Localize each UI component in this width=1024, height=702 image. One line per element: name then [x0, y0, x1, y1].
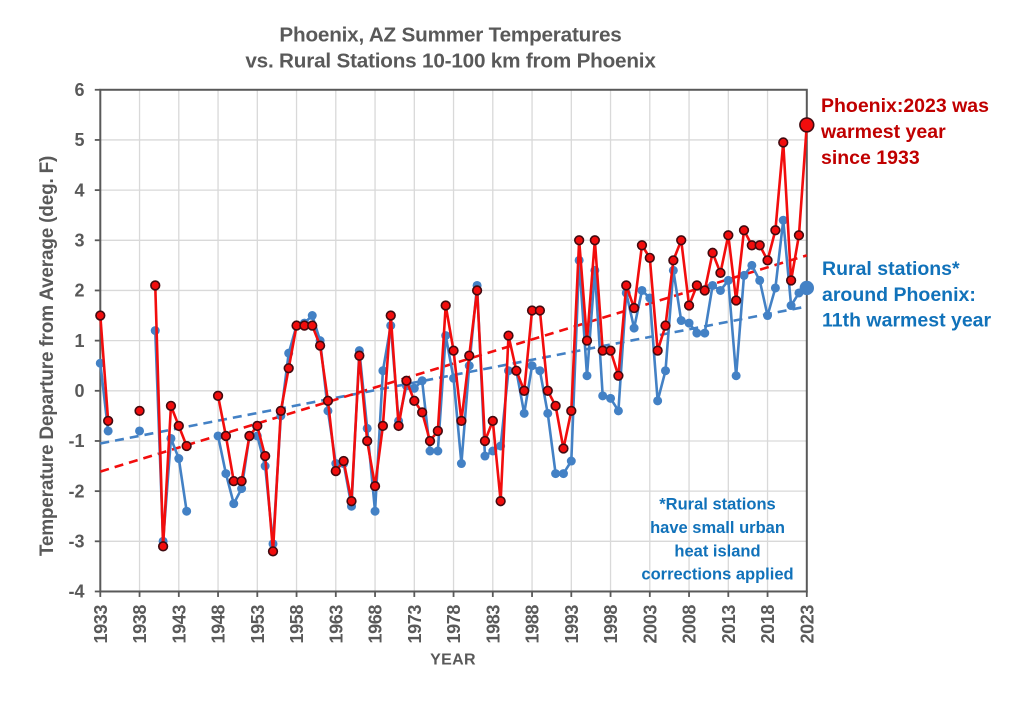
svg-text:1973: 1973 [405, 605, 425, 644]
svg-text:Temperature Departure from Ave: Temperature Departure from Average (deg.… [37, 156, 58, 556]
svg-text:Phoenix:2023 was: Phoenix:2023 was [821, 95, 989, 117]
svg-text:0: 0 [74, 381, 84, 401]
svg-text:-1: -1 [68, 431, 84, 451]
svg-text:corrections applied: corrections applied [641, 566, 793, 584]
svg-text:since 1933: since 1933 [821, 147, 920, 169]
svg-text:1983: 1983 [483, 605, 503, 644]
svg-text:-3: -3 [68, 532, 84, 552]
svg-text:have small urban: have small urban [650, 519, 785, 537]
svg-text:vs. Rural Stations 10-100 km f: vs. Rural Stations 10-100 km from Phoeni… [245, 50, 656, 73]
svg-text:2018: 2018 [758, 605, 778, 644]
svg-text:warmest year: warmest year [820, 121, 946, 143]
svg-text:heat island: heat island [674, 542, 760, 560]
svg-text:Rural stations*: Rural stations* [822, 258, 960, 280]
svg-text:1: 1 [74, 331, 84, 351]
svg-text:-4: -4 [68, 582, 84, 602]
svg-text:2008: 2008 [680, 605, 700, 644]
svg-text:1978: 1978 [444, 605, 464, 644]
svg-text:1958: 1958 [287, 605, 307, 644]
svg-text:*Rural stations: *Rural stations [659, 496, 775, 514]
svg-text:1938: 1938 [130, 605, 150, 644]
svg-text:1933: 1933 [91, 605, 111, 644]
svg-text:4: 4 [74, 180, 84, 200]
svg-text:6: 6 [74, 80, 84, 100]
svg-text:1988: 1988 [523, 605, 543, 644]
svg-text:1963: 1963 [326, 605, 346, 644]
svg-text:1953: 1953 [248, 605, 268, 644]
svg-text:3: 3 [74, 230, 84, 250]
svg-text:1993: 1993 [562, 605, 582, 644]
svg-text:5: 5 [74, 130, 84, 150]
svg-text:2023: 2023 [797, 605, 817, 644]
svg-text:2013: 2013 [719, 605, 739, 644]
svg-text:2: 2 [74, 281, 84, 301]
svg-text:11th warmest year: 11th warmest year [822, 310, 992, 332]
svg-text:1968: 1968 [366, 605, 386, 644]
svg-text:1948: 1948 [209, 605, 229, 644]
svg-text:YEAR: YEAR [430, 652, 476, 669]
svg-text:-2: -2 [68, 481, 84, 501]
svg-text:1943: 1943 [169, 605, 189, 644]
svg-text:Phoenix, AZ Summer Temperature: Phoenix, AZ Summer Temperatures [279, 24, 621, 47]
svg-text:1998: 1998 [601, 605, 621, 644]
svg-text:2003: 2003 [640, 605, 660, 644]
svg-text:around Phoenix:: around Phoenix: [822, 284, 976, 306]
